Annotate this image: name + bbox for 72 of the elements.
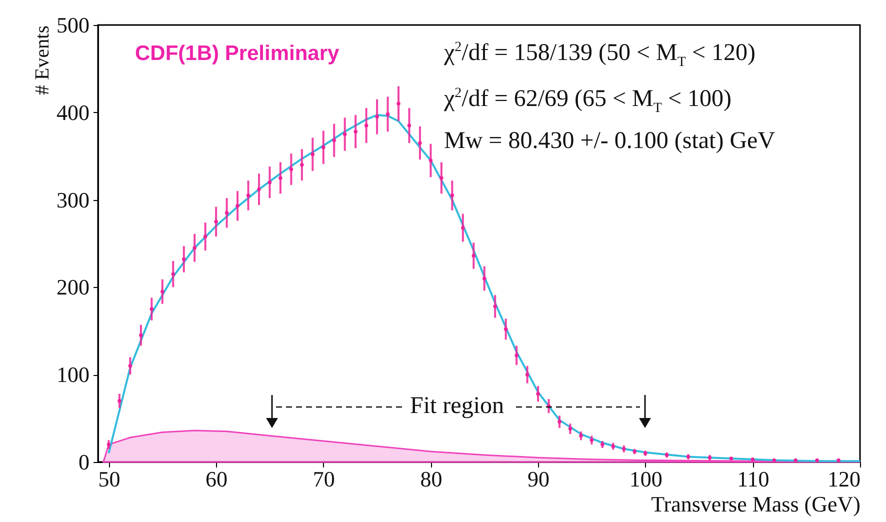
point [461, 226, 465, 230]
y-tick-label: 500 [56, 12, 90, 38]
x-tick-label: 90 [528, 466, 550, 492]
point [214, 220, 218, 224]
point [750, 458, 755, 462]
y-tick-label: 100 [56, 362, 90, 388]
point [364, 124, 368, 128]
point [171, 272, 175, 276]
point [836, 458, 840, 462]
point [192, 246, 196, 250]
point [396, 102, 400, 106]
point [514, 354, 518, 358]
point [128, 364, 132, 368]
point [139, 333, 143, 338]
point [203, 234, 208, 238]
point [590, 438, 594, 442]
y-tick-label: 400 [56, 100, 90, 125]
point [278, 176, 282, 180]
point [160, 290, 164, 294]
point [568, 426, 572, 431]
point [300, 162, 304, 167]
y-tick-label: 200 [56, 274, 90, 300]
point [440, 176, 444, 180]
annotation: Fit region [410, 393, 504, 420]
point [536, 392, 540, 396]
point [493, 304, 497, 308]
point [257, 187, 261, 192]
point [579, 434, 583, 438]
y-axis-title: # Events [32, 25, 54, 95]
annotation: χ$^{2}$/df = 62/69 (65 < M$_{T}$ < 100) [444, 86, 732, 117]
x-tick-label: 60 [206, 466, 228, 492]
point [289, 167, 294, 172]
annotation: CDF(1B) Preliminary [135, 42, 340, 66]
point [354, 130, 358, 134]
x-tick-label: 70 [312, 466, 335, 492]
point [504, 327, 508, 332]
point [332, 138, 336, 142]
point [418, 141, 422, 145]
point [407, 124, 412, 128]
point [150, 307, 154, 311]
point [729, 456, 734, 460]
point [472, 254, 476, 258]
point [118, 398, 122, 403]
point [428, 158, 433, 162]
point [450, 194, 454, 198]
point [525, 372, 530, 376]
y-tick-label: 0 [78, 450, 90, 474]
point [106, 442, 111, 446]
point [482, 276, 486, 280]
point [772, 458, 776, 462]
point [342, 132, 347, 136]
point [794, 458, 798, 462]
annotation: χ$^{2}$/df = 158/139 (50 < M$_{T}$ < 120) [444, 40, 756, 71]
x-tick-label: 80 [420, 466, 442, 492]
point [322, 145, 326, 150]
point [182, 257, 186, 262]
y-tick-label: 300 [56, 187, 90, 212]
x-axis-title: Transverse Mass (GeV) [651, 492, 860, 516]
x-tick-label: 110 [737, 466, 770, 492]
annotation: Mw = 80.430 +/- 0.100 (stat) GeV [444, 128, 776, 155]
point [815, 458, 819, 462]
x-tick-label: 120 [828, 466, 860, 492]
point [224, 211, 229, 215]
point [246, 194, 250, 198]
point [236, 204, 240, 208]
point [310, 152, 315, 156]
point [375, 114, 379, 119]
point [558, 420, 562, 424]
point [268, 180, 272, 184]
x-tick-label: 50 [98, 466, 120, 492]
point [386, 112, 390, 116]
x-tick-label: 100 [629, 466, 662, 492]
